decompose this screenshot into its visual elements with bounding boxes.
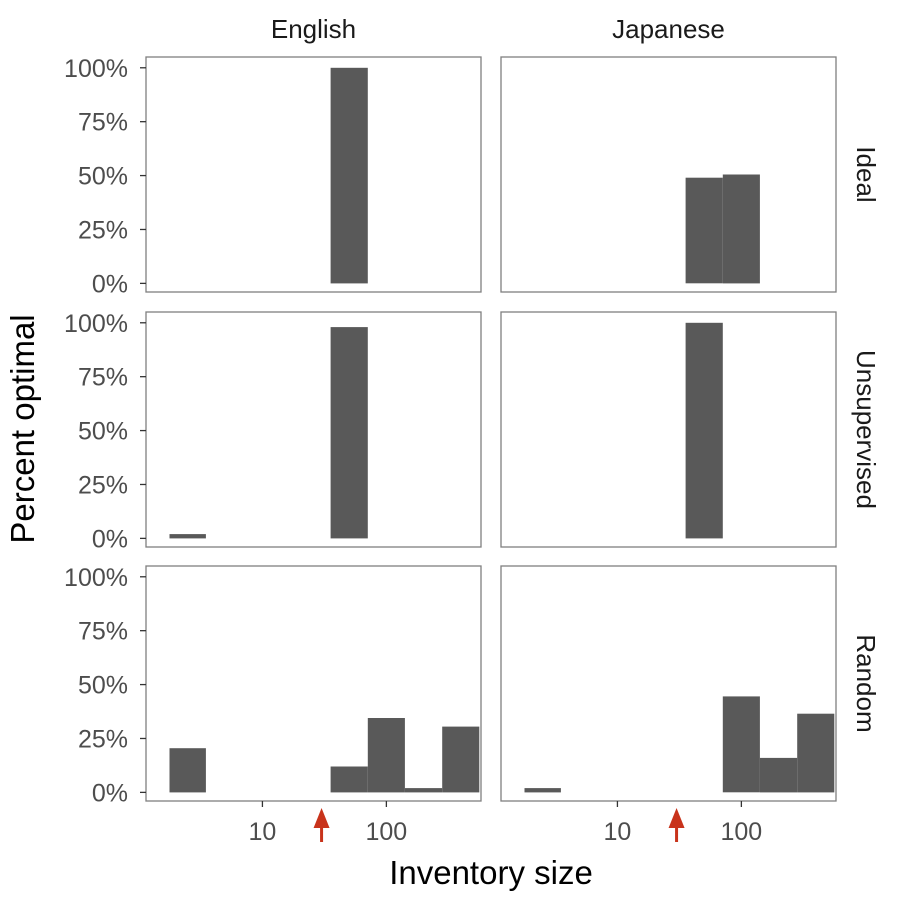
y-tick-label: 25% bbox=[78, 216, 128, 244]
bar bbox=[797, 713, 835, 793]
y-tick-label: 0% bbox=[92, 525, 128, 553]
bar bbox=[722, 696, 760, 793]
panel-border bbox=[500, 56, 837, 293]
panel-ideal-english bbox=[330, 67, 368, 284]
panel-border bbox=[145, 311, 482, 548]
arrow-head bbox=[313, 808, 330, 828]
facet-row-label: Random bbox=[851, 634, 881, 732]
bar bbox=[330, 766, 368, 793]
facet-column-label: Japanese bbox=[612, 14, 725, 44]
bar bbox=[330, 327, 368, 539]
bar bbox=[404, 788, 443, 793]
panel-border bbox=[145, 565, 482, 802]
y-tick-label: 50% bbox=[78, 672, 128, 700]
y-tick-label: 100% bbox=[64, 564, 128, 592]
x-axis-title: Inventory size bbox=[389, 854, 593, 891]
panel-random-japanese bbox=[524, 696, 835, 793]
x-tick-label: 10 bbox=[249, 818, 277, 846]
facet-row-label: Unsupervised bbox=[851, 350, 881, 509]
bar bbox=[524, 788, 561, 793]
panel-border bbox=[500, 311, 837, 548]
bar bbox=[367, 718, 405, 793]
panel-border bbox=[500, 565, 837, 802]
bar bbox=[169, 534, 206, 539]
panel-random-english bbox=[169, 718, 480, 793]
y-tick-label: 100% bbox=[64, 55, 128, 83]
y-tick-label: 25% bbox=[78, 725, 128, 753]
y-tick-label: 0% bbox=[92, 779, 128, 807]
bar bbox=[685, 322, 723, 539]
panel-unsupervised-japanese bbox=[685, 322, 723, 539]
y-tick-label: 100% bbox=[64, 310, 128, 338]
y-tick-label: 75% bbox=[78, 109, 128, 137]
arrow-marker-icon bbox=[668, 808, 685, 842]
bar bbox=[169, 748, 206, 793]
bar bbox=[442, 726, 480, 793]
panel-border bbox=[145, 56, 482, 293]
bar bbox=[685, 177, 723, 284]
y-tick-label: 50% bbox=[78, 163, 128, 191]
y-tick-label: 75% bbox=[78, 618, 128, 646]
facet-row-label: Ideal bbox=[851, 146, 881, 202]
bar bbox=[722, 174, 760, 284]
arrow-marker-icon bbox=[313, 808, 330, 842]
y-axis-title: Percent optimal bbox=[4, 314, 41, 543]
x-tick-label: 100 bbox=[366, 818, 408, 846]
facet-column-label: English bbox=[271, 14, 356, 44]
y-tick-label: 75% bbox=[78, 364, 128, 392]
panel-unsupervised-english bbox=[169, 327, 368, 539]
arrow-head bbox=[668, 808, 685, 828]
x-tick-label: 100 bbox=[721, 818, 763, 846]
y-tick-label: 25% bbox=[78, 471, 128, 499]
x-tick-label: 10 bbox=[604, 818, 632, 846]
y-tick-label: 0% bbox=[92, 270, 128, 298]
panel-ideal-japanese bbox=[685, 174, 760, 284]
bar bbox=[330, 67, 368, 284]
bar bbox=[759, 757, 798, 793]
y-tick-label: 50% bbox=[78, 418, 128, 446]
